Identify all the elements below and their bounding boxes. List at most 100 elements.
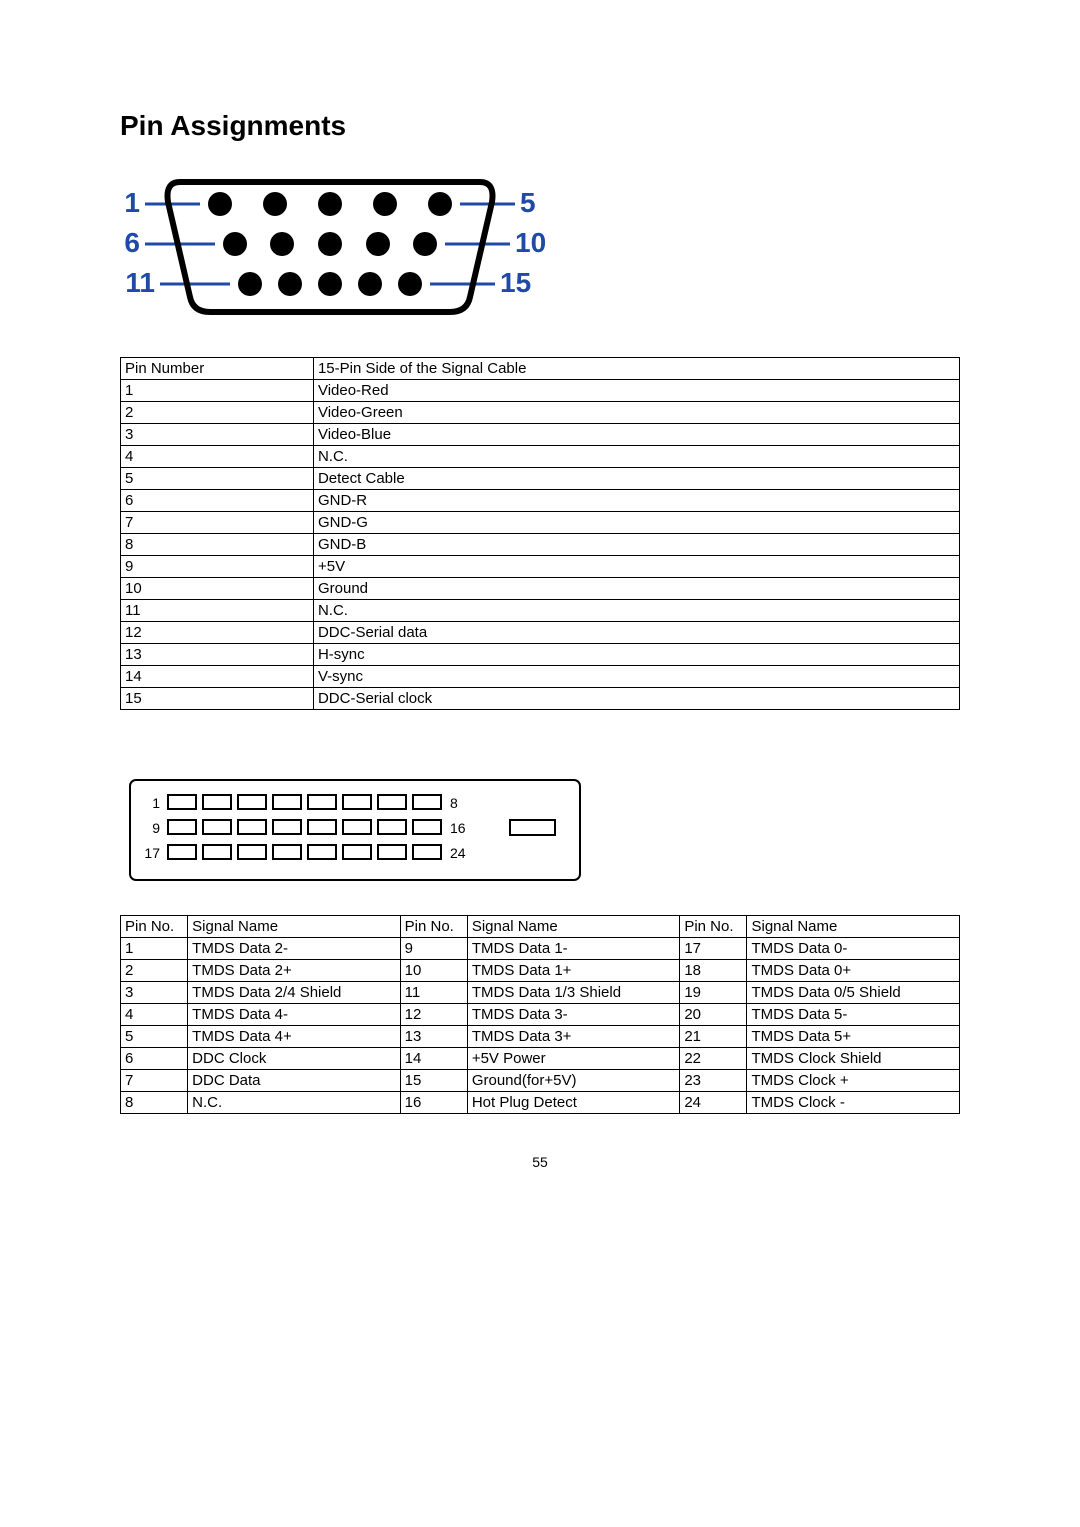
cell-signal: Video-Blue	[313, 424, 959, 446]
cell-pin: 21	[680, 1026, 747, 1048]
cell-signal: Video-Green	[313, 402, 959, 424]
dvi-pin-table: Pin No. Signal Name Pin No. Signal Name …	[120, 915, 960, 1114]
cell-pin: 9	[121, 556, 314, 578]
table-row: 2Video-Green	[121, 402, 960, 424]
table-row: 9+5V	[121, 556, 960, 578]
th-pin: Pin No.	[680, 916, 747, 938]
cell-signal: TMDS Data 1-	[467, 938, 679, 960]
table-row: 13H-sync	[121, 644, 960, 666]
dvi-pin-rect	[343, 845, 371, 859]
table-row: 8GND-B	[121, 534, 960, 556]
vga-label-10: 10	[515, 227, 546, 258]
dvi-pin-rect	[273, 820, 301, 834]
table-row: 5Detect Cable	[121, 468, 960, 490]
cell-signal: +5V Power	[467, 1048, 679, 1070]
cell-signal: H-sync	[313, 644, 959, 666]
cell-signal: +5V	[313, 556, 959, 578]
cell-signal: V-sync	[313, 666, 959, 688]
table-row: 14V-sync	[121, 666, 960, 688]
cell-pin: 3	[121, 424, 314, 446]
cell-pin: 6	[121, 1048, 188, 1070]
th-pin: Pin No.	[400, 916, 467, 938]
cell-signal: TMDS Clock Shield	[747, 1048, 960, 1070]
cell-pin: 8	[121, 1092, 188, 1114]
cell-signal: DDC Clock	[188, 1048, 400, 1070]
dvi-blade-slot	[510, 820, 555, 835]
table-row: 4N.C.	[121, 446, 960, 468]
cell-pin: 1	[121, 938, 188, 960]
dvi-pin-grid	[168, 795, 441, 859]
cell-pin: 14	[400, 1048, 467, 1070]
table-row: 7DDC Data15Ground(for+5V)23TMDS Clock +	[121, 1070, 960, 1092]
cell-signal: GND-B	[313, 534, 959, 556]
dvi-label-17: 17	[144, 845, 160, 861]
dvi-svg: 1 9 17 8 16 24	[120, 770, 590, 890]
dvi-connector-diagram: 1 9 17 8 16 24	[120, 770, 960, 895]
dvi-pin-rect	[203, 845, 231, 859]
cell-pin: 24	[680, 1092, 747, 1114]
vga-label-1: 1	[124, 187, 140, 218]
cell-pin: 20	[680, 1004, 747, 1026]
vga-pin-table: Pin Number 15-Pin Side of the Signal Cab…	[120, 357, 960, 710]
table-row: 15DDC-Serial clock	[121, 688, 960, 710]
cell-pin: 12	[400, 1004, 467, 1026]
cell-pin: 6	[121, 490, 314, 512]
dvi-pin-rect	[343, 820, 371, 834]
cell-signal: N.C.	[313, 600, 959, 622]
cell-signal: GND-G	[313, 512, 959, 534]
dvi-label-24: 24	[450, 845, 466, 861]
vga-label-11: 11	[125, 267, 155, 298]
cell-pin: 11	[400, 982, 467, 1004]
cell-pin: 4	[121, 446, 314, 468]
cell-pin: 19	[680, 982, 747, 1004]
dvi-pin-rect	[238, 795, 266, 809]
table-row: 3TMDS Data 2/4 Shield11TMDS Data 1/3 Shi…	[121, 982, 960, 1004]
th-sig: Signal Name	[188, 916, 400, 938]
cell-signal: TMDS Data 4+	[188, 1026, 400, 1048]
cell-signal: DDC-Serial data	[313, 622, 959, 644]
cell-pin: 10	[121, 578, 314, 600]
th-pin-number: Pin Number	[121, 358, 314, 380]
cell-pin: 9	[400, 938, 467, 960]
cell-pin: 10	[400, 960, 467, 982]
dvi-pin-rect	[273, 795, 301, 809]
cell-signal: TMDS Data 2+	[188, 960, 400, 982]
table-row: 3Video-Blue	[121, 424, 960, 446]
cell-pin: 16	[400, 1092, 467, 1114]
vga-svg: 1 6 11 5 10 15	[120, 162, 550, 332]
dvi-pin-rect	[168, 820, 196, 834]
page-container: Pin Assignments 1 6 11 5 10 15	[0, 0, 1080, 1210]
cell-pin: 7	[121, 1070, 188, 1092]
table-row: 6DDC Clock14+5V Power22TMDS Clock Shield	[121, 1048, 960, 1070]
cell-signal: TMDS Data 5+	[747, 1026, 960, 1048]
table-row: 2TMDS Data 2+10TMDS Data 1+18TMDS Data 0…	[121, 960, 960, 982]
table-header-row: Pin No. Signal Name Pin No. Signal Name …	[121, 916, 960, 938]
cell-pin: 8	[121, 534, 314, 556]
table-row: 1Video-Red	[121, 380, 960, 402]
th-signal: 15-Pin Side of the Signal Cable	[313, 358, 959, 380]
cell-signal: TMDS Data 1/3 Shield	[467, 982, 679, 1004]
cell-pin: 17	[680, 938, 747, 960]
cell-pin: 1	[121, 380, 314, 402]
cell-signal: GND-R	[313, 490, 959, 512]
page-title: Pin Assignments	[120, 110, 960, 142]
dvi-label-8: 8	[450, 795, 458, 811]
table-row: 8N.C.16Hot Plug Detect24TMDS Clock -	[121, 1092, 960, 1114]
cell-pin: 23	[680, 1070, 747, 1092]
table-row: 10Ground	[121, 578, 960, 600]
dvi-pin-rect	[378, 795, 406, 809]
cell-signal: Ground(for+5V)	[467, 1070, 679, 1092]
dvi-pin-rect	[203, 795, 231, 809]
th-sig: Signal Name	[467, 916, 679, 938]
cell-signal: TMDS Data 1+	[467, 960, 679, 982]
table-row: 12DDC-Serial data	[121, 622, 960, 644]
table-row: 5TMDS Data 4+13TMDS Data 3+21TMDS Data 5…	[121, 1026, 960, 1048]
cell-signal: Video-Red	[313, 380, 959, 402]
cell-pin: 11	[121, 600, 314, 622]
vga-label-5: 5	[520, 187, 536, 218]
cell-pin: 12	[121, 622, 314, 644]
cell-pin: 3	[121, 982, 188, 1004]
cell-signal: TMDS Data 2/4 Shield	[188, 982, 400, 1004]
dvi-label-1: 1	[152, 795, 160, 811]
cell-pin: 4	[121, 1004, 188, 1026]
